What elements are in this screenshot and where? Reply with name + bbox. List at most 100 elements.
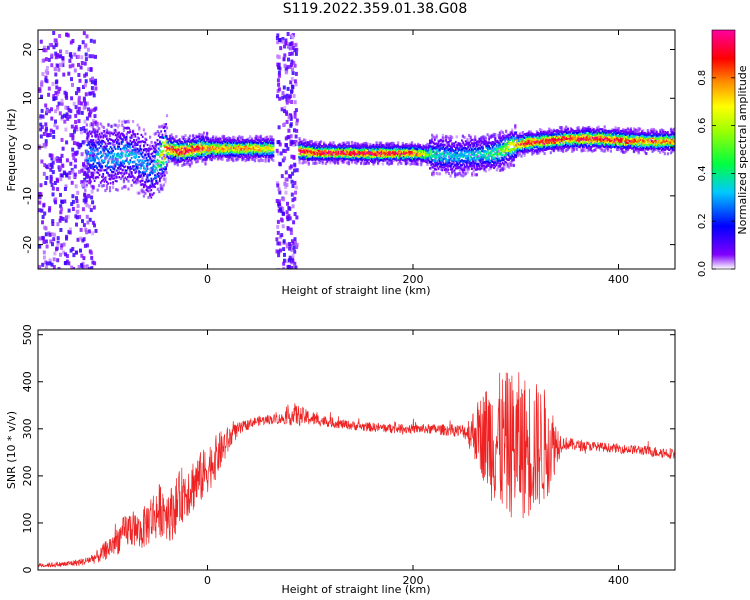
noise-cell	[58, 86, 62, 91]
halo-cell	[259, 156, 263, 160]
ridge-cell	[128, 162, 130, 165]
ridge-cell	[239, 146, 241, 149]
noise-cell	[73, 164, 77, 169]
noise-cell	[55, 85, 59, 90]
ridge-cell	[221, 149, 224, 153]
ridge-cell	[154, 176, 156, 179]
ridge-cell	[184, 145, 187, 148]
noise-cell	[279, 151, 283, 156]
ridge-cell	[150, 196, 153, 199]
ridge-cell	[141, 155, 144, 158]
ridge-cell	[198, 139, 201, 142]
halo-cell	[634, 130, 637, 134]
ridge-cell	[86, 136, 89, 139]
ridge-cell	[186, 143, 188, 146]
ridge-cell	[154, 170, 156, 173]
ridge-cell	[109, 155, 112, 158]
ridge-cell	[90, 175, 92, 179]
halo-cell	[367, 161, 370, 165]
ridge-cell	[152, 169, 155, 172]
halo-cell	[135, 151, 138, 155]
ridge-cell	[164, 145, 166, 149]
ridge-cell	[189, 152, 192, 155]
noise-cell	[57, 101, 61, 106]
ridge-cell	[108, 174, 111, 177]
halo-cell	[93, 147, 96, 151]
ridge-cell	[233, 154, 235, 157]
noise-cell	[62, 242, 66, 247]
ridge-cell	[192, 148, 195, 151]
halo-cell	[172, 141, 175, 145]
ridge-cell	[252, 141, 255, 144]
noise-cell	[61, 59, 65, 64]
noise-cell	[283, 149, 287, 154]
ridge-cell	[202, 158, 204, 161]
ridge-cell	[249, 141, 251, 144]
noise-cell	[92, 205, 96, 210]
halo-cell	[105, 187, 108, 191]
ridge-cell	[140, 162, 143, 165]
halo-cell	[466, 167, 469, 171]
noise-cell	[289, 231, 293, 235]
ridge-cell	[171, 136, 174, 139]
noise-cell	[73, 151, 77, 156]
ridge-cell	[192, 146, 195, 149]
ridge-cell	[113, 160, 116, 163]
halo-cell	[440, 167, 443, 171]
ridge-cell	[181, 142, 183, 145]
ridge-cell	[139, 175, 142, 178]
ridge-cell	[162, 167, 165, 170]
ridge-cell	[205, 146, 208, 149]
halo-cell	[481, 159, 484, 163]
ridge-cell	[258, 148, 261, 151]
noise-cell	[42, 171, 46, 176]
noise-cell	[39, 192, 43, 197]
noise-cell	[50, 153, 54, 158]
ridge-cell	[226, 151, 229, 154]
ridge-cell	[193, 143, 196, 146]
ridge-cell	[175, 158, 177, 161]
halo-cell	[112, 143, 115, 146]
noise-cell	[70, 96, 74, 101]
halo-cell	[337, 161, 340, 165]
noise-cell	[80, 61, 84, 65]
ridge-cell	[107, 139, 109, 142]
halo-cell	[377, 144, 380, 148]
noise-cell	[291, 253, 295, 258]
ridge-cell	[229, 155, 232, 158]
ridge-cell	[138, 174, 140, 177]
ridge-cell	[207, 150, 209, 153]
ridge-cell	[213, 149, 216, 153]
halo-cell	[212, 135, 215, 139]
ridge-cell	[93, 165, 96, 168]
ridge-cell	[154, 161, 156, 164]
noise-cell	[84, 227, 88, 232]
halo-cell	[104, 132, 107, 136]
ridge-cell	[87, 141, 90, 145]
halo-cell	[652, 128, 656, 132]
ridge-cell	[152, 192, 155, 195]
ridge-cell	[177, 145, 180, 149]
noise-cell	[289, 227, 293, 232]
noise-cell	[53, 38, 57, 43]
halo-cell	[483, 135, 486, 139]
ridge-cell	[144, 159, 146, 163]
noise-cell	[295, 128, 299, 133]
noise-cell	[81, 183, 84, 188]
noise-cell	[39, 127, 43, 132]
noise-cell	[282, 122, 286, 127]
halo-cell	[184, 162, 187, 166]
halo-cell	[390, 141, 394, 145]
noise-cell	[69, 248, 73, 253]
ridge-cell	[115, 180, 118, 183]
noise-cell	[284, 190, 288, 195]
ridge-cell	[139, 180, 142, 183]
noise-cell	[71, 247, 75, 251]
ridge-cell	[245, 145, 248, 148]
ridge-cell	[234, 139, 236, 142]
ridge-cell	[156, 181, 159, 185]
halo-cell	[118, 134, 121, 138]
ridge-cell	[125, 147, 128, 150]
ridge-cell	[135, 163, 138, 166]
halo-cell	[549, 151, 552, 155]
